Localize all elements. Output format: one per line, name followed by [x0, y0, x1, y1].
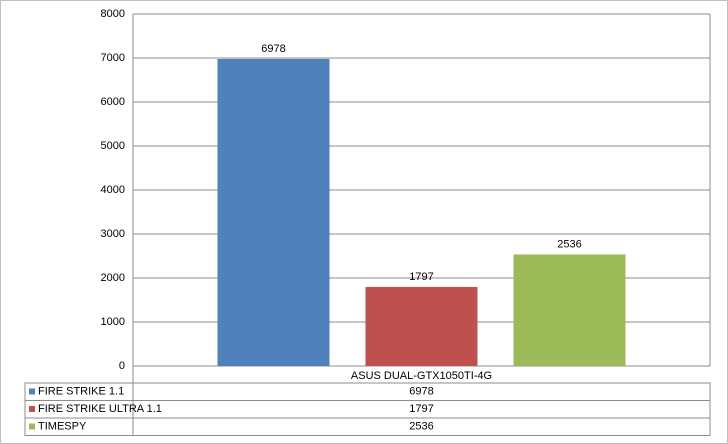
y-tick-label: 6000: [101, 96, 125, 108]
y-tick-label: 7000: [101, 52, 125, 64]
y-tick-label: 1000: [101, 316, 125, 328]
table-value: 1797: [409, 403, 433, 415]
data-label: 2536: [557, 238, 581, 250]
y-tick-label: 4000: [101, 184, 125, 196]
bar: [365, 286, 478, 366]
data-label: 1797: [409, 271, 433, 283]
y-tick-label: 2000: [101, 272, 125, 284]
x-tick-label: ASUS DUAL-GTX1050TI-4G: [351, 370, 492, 382]
y-tick-label: 3000: [101, 228, 125, 240]
table-value: 6978: [409, 386, 433, 398]
data-label: 6978: [261, 43, 285, 55]
legend-label: TIMESPY: [38, 421, 87, 433]
y-tick-label: 5000: [101, 140, 125, 152]
bar: [513, 254, 626, 366]
y-tick-label: 8000: [101, 8, 125, 20]
legend-key: [29, 388, 35, 395]
y-tick-label: 0: [119, 360, 125, 372]
legend-key: [29, 406, 35, 412]
table-value: 2536: [409, 421, 433, 433]
legend-key: [29, 423, 35, 430]
legend-label: FIRE STRIKE 1.1: [38, 386, 124, 398]
legend-label: FIRE STRIKE ULTRA 1.1: [38, 403, 162, 415]
bar: [217, 58, 330, 367]
table-row: [24, 417, 711, 436]
